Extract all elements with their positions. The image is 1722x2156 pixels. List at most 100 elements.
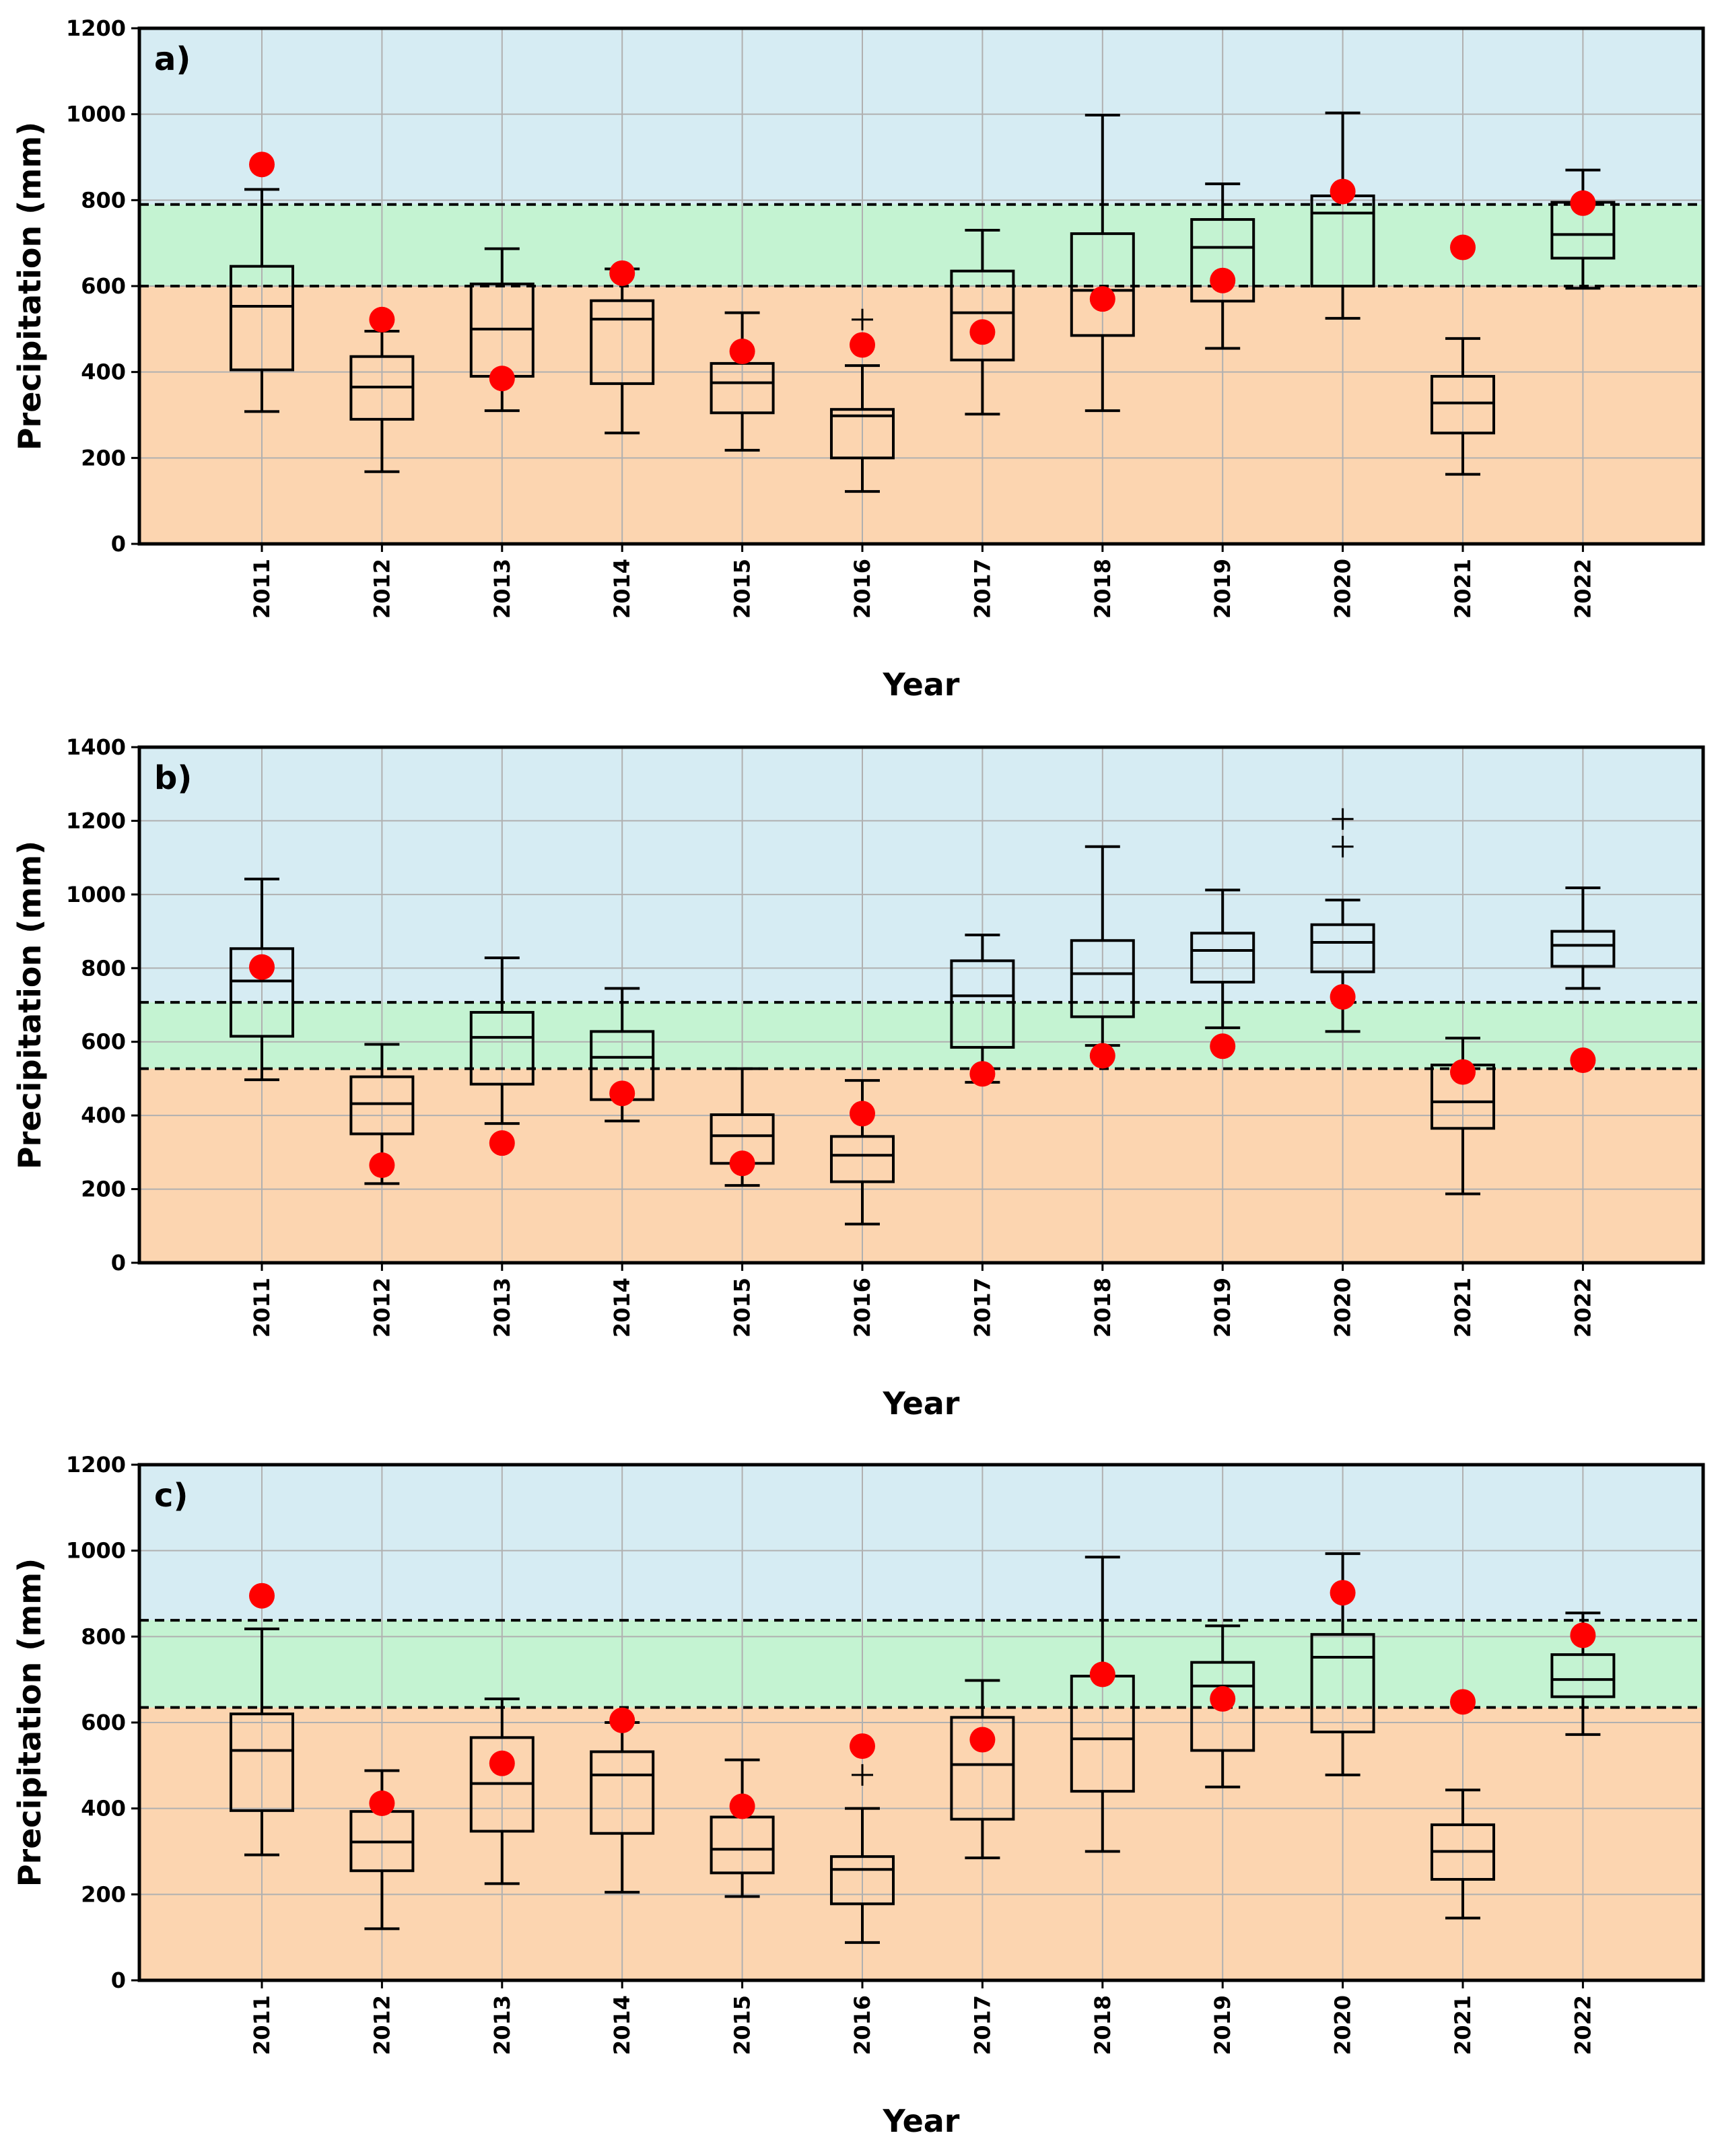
y-tick-label: 200: [81, 1177, 126, 1202]
outlier-marker: [852, 1764, 873, 1786]
observed-point-2021: [1450, 1689, 1476, 1715]
panel-label: c): [154, 1477, 188, 1515]
x-tick-label: 2011: [249, 559, 275, 619]
box-iqr: [1190, 218, 1255, 303]
observed-point-2019: [1210, 1033, 1236, 1059]
observed-point-2016: [850, 1733, 875, 1760]
dry-band: [139, 1707, 1703, 1980]
box-iqr: [230, 947, 294, 1038]
box-iqr: [590, 299, 655, 385]
box-iqr: [469, 1010, 535, 1086]
x-tick-label: 2015: [730, 1995, 755, 2055]
x-tick-label: 2011: [249, 1995, 275, 2055]
y-tick-label: 0: [111, 531, 126, 557]
y-tick-label: 400: [81, 1103, 126, 1128]
y-tick-label: 800: [81, 187, 126, 213]
wet-band: [139, 1465, 1703, 1621]
observed-point-2016: [850, 1101, 875, 1127]
y-tick-label: 1000: [66, 102, 126, 127]
wet-band: [139, 747, 1703, 1003]
y-tick-label: 600: [81, 273, 126, 299]
observed-point-2021: [1450, 1059, 1476, 1085]
box-iqr: [830, 1855, 895, 1906]
normal-band: [139, 1620, 1703, 1708]
y-tick-label: 800: [81, 955, 126, 981]
observed-point-2014: [609, 260, 635, 286]
box-iqr: [1550, 1653, 1616, 1698]
panel-a: 0 200 400 600 800 1000 1200 2011 2012 2013 2014 201…: [11, 15, 1705, 703]
observed-point-2013: [489, 1130, 515, 1156]
box-2019: [1190, 182, 1255, 350]
box-iqr: [349, 1075, 415, 1136]
box-2021: [1431, 1037, 1495, 1195]
x-tick-label: 2015: [730, 1278, 755, 1337]
box-iqr: [1070, 232, 1135, 337]
observed-point-2013: [489, 1750, 515, 1776]
x-tick-label: 2018: [1090, 1995, 1115, 2055]
x-tick-label: 2017: [969, 559, 995, 619]
x-tick-label: 2012: [369, 1995, 394, 2055]
wet-band: [139, 28, 1703, 205]
observed-point-2019: [1210, 1685, 1236, 1712]
box-iqr: [830, 1135, 895, 1183]
box-iqr: [1431, 375, 1495, 435]
box-iqr: [950, 959, 1015, 1049]
y-tick-label: 1000: [66, 1538, 126, 1564]
box-2021: [1431, 337, 1495, 476]
observed-point-2019: [1210, 267, 1236, 293]
x-tick-label: 2019: [1210, 1995, 1235, 2055]
observed-point-2022: [1570, 1047, 1596, 1074]
panel-b: 0 200 400 600 800 1000 1200 1400 2011 2012 2013 201…: [11, 734, 1705, 1422]
y-tick-label: 800: [81, 1624, 126, 1649]
observed-point-2011: [249, 1583, 275, 1609]
observed-point-2021: [1450, 234, 1476, 260]
observed-point-2012: [369, 1152, 395, 1179]
x-tick-label: 2014: [609, 559, 635, 619]
observed-point-2014: [609, 1080, 635, 1107]
y-tick-label: 200: [81, 1881, 126, 1907]
x-tick-label: 2020: [1330, 559, 1356, 619]
observed-point-2012: [369, 1790, 395, 1817]
box-iqr: [1550, 930, 1616, 968]
box-2013: [469, 1697, 535, 1885]
box-iqr: [1190, 1661, 1255, 1752]
observed-point-2015: [729, 1150, 755, 1177]
x-tick-label: 2022: [1570, 1995, 1595, 2055]
observed-point-2017: [969, 1061, 996, 1087]
y-axis-title: Precipitation (mm): [11, 841, 48, 1169]
box-iqr: [830, 408, 895, 460]
x-axis-title: Year: [882, 666, 959, 703]
x-tick-label: 2012: [369, 559, 394, 619]
x-tick-label: 2013: [489, 559, 515, 619]
y-tick-label: 200: [81, 445, 126, 471]
x-tick-label: 2022: [1570, 1278, 1595, 1337]
x-axis-title: Year: [882, 1385, 959, 1422]
x-tick-label: 2014: [609, 1278, 635, 1337]
y-tick-label: 1200: [66, 1452, 126, 1477]
observed-point-2020: [1330, 983, 1356, 1010]
y-axis-title: Precipitation (mm): [11, 1558, 48, 1887]
panel-c: 0 200 400 600 800 1000 1200 2011 2012 2013 2014 201…: [11, 1452, 1705, 2139]
x-tick-label: 2012: [369, 1278, 394, 1337]
x-tick-label: 2016: [850, 1278, 875, 1337]
y-tick-label: 400: [81, 359, 126, 385]
outlier-marker: [1332, 835, 1354, 858]
observed-point-2011: [249, 151, 275, 178]
box-2016: [830, 1764, 895, 1944]
box-2017: [950, 229, 1015, 416]
observed-point-2013: [489, 366, 515, 392]
box-2017: [950, 1679, 1015, 1860]
box-2016: [830, 308, 895, 493]
x-tick-label: 2021: [1450, 1278, 1476, 1337]
panel-label: a): [154, 40, 191, 78]
x-tick-label: 2015: [730, 559, 755, 619]
x-tick-label: 2016: [850, 559, 875, 619]
observed-point-2018: [1089, 1043, 1115, 1069]
box-2012: [349, 330, 415, 473]
observed-point-2018: [1089, 286, 1115, 312]
y-tick-label: 1200: [66, 15, 126, 41]
observed-point-2015: [729, 339, 755, 365]
box-iqr: [1310, 1633, 1375, 1734]
observed-point-2015: [729, 1793, 755, 1819]
x-tick-label: 2022: [1570, 559, 1595, 619]
